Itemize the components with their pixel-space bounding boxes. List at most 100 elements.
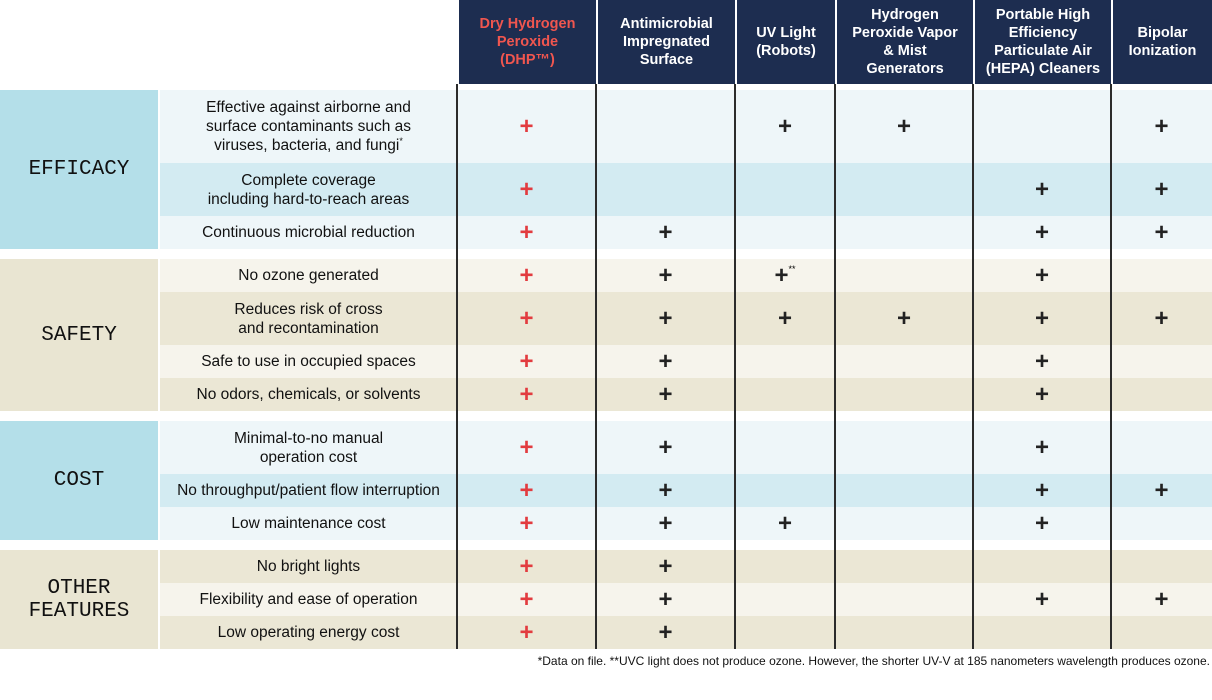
check-wrap: + (1034, 433, 1049, 461)
check-cell: + (457, 421, 596, 474)
row-background (160, 583, 1212, 616)
plus-mark: + (1034, 433, 1049, 461)
feature-label: Continuous microbial reduction (160, 216, 457, 249)
plus-mark: + (658, 433, 673, 461)
plus-mark: + (658, 218, 673, 246)
plus-mark: + (1034, 175, 1049, 203)
header-line: Bipolar (1137, 25, 1188, 41)
group-label: SAFETY (0, 259, 158, 411)
group-label-line: COST (53, 469, 105, 492)
check-wrap: + ** (774, 263, 796, 288)
footnote-marker: * (399, 136, 403, 146)
check-wrap: + (658, 478, 672, 503)
check-cell: + (596, 583, 735, 616)
feature-line: No throughput/patient flow interruption (177, 482, 440, 499)
header-line: Impregnated (622, 34, 710, 50)
header-line: Peroxide Vapor (852, 25, 958, 41)
column-divider (972, 84, 974, 649)
check-cell: + (735, 507, 835, 540)
feature-label: Flexibility and ease of operation (160, 583, 457, 616)
plus-mark: + (519, 347, 534, 375)
check-cell: + (457, 378, 596, 411)
check-cell: + (973, 216, 1111, 249)
feature-label: Effective against airborne and surface co… (160, 90, 457, 163)
check-wrap: + (1035, 263, 1049, 288)
check-cell: + (457, 90, 596, 163)
check-cell: + (596, 345, 735, 378)
check-cell: + (457, 292, 596, 345)
plus-mark: + (519, 618, 534, 646)
check-cell: + (596, 421, 735, 474)
check-cell: + (457, 550, 596, 583)
check-wrap: + (519, 306, 533, 331)
check-wrap: + (519, 552, 534, 580)
check-wrap: + (1035, 478, 1049, 503)
row-background (160, 507, 1212, 540)
check-wrap: + (777, 509, 792, 537)
plus-mark: + (519, 552, 534, 580)
plus-mark: + (519, 261, 534, 289)
check-cell: + (457, 163, 596, 216)
check-wrap: + (777, 304, 792, 332)
header-line: (Robots) (756, 43, 816, 59)
check-cell: + (1111, 292, 1212, 345)
check-cell: + (1111, 90, 1212, 163)
check-cell: + (735, 292, 835, 345)
check-cell: + ** (735, 259, 835, 292)
header-line: Particulate Air (994, 43, 1092, 59)
column-divider (595, 84, 597, 649)
check-wrap: + (519, 261, 534, 289)
feature-label: Minimal-to-no manual operation cost (160, 421, 457, 474)
check-cell: + (457, 583, 596, 616)
check-cell: + (457, 507, 596, 540)
header-line: Ionization (1128, 43, 1197, 59)
check-wrap: + (658, 554, 672, 579)
plus-mark: + (777, 509, 792, 537)
feature-line: including hard-to-reach areas (207, 190, 410, 208)
feature-line: Safe to use in occupied spaces (201, 353, 416, 370)
check-wrap: + (519, 114, 533, 139)
plus-mark: + (519, 380, 534, 408)
check-cell: + (973, 292, 1111, 345)
check-wrap: + (519, 511, 533, 536)
check-wrap: + (1035, 349, 1049, 374)
check-wrap: + (658, 511, 672, 536)
plus-mark: + (1154, 304, 1169, 332)
group-label-line: SAFETY (41, 323, 117, 347)
column-header: Dry Hydrogen Peroxide (DHP™) (459, 0, 596, 84)
plus-mark: + (1154, 476, 1169, 504)
column-header: Bipolar Ionization (1113, 0, 1212, 84)
header-line: Antimicrobial (620, 16, 713, 32)
feature-label: No odors, chemicals, or solvents (160, 378, 457, 411)
feature-line: Minimal-to-no manual (233, 429, 384, 447)
check-cell: + (973, 507, 1111, 540)
plus-mark: + (1034, 509, 1049, 537)
plus-mark: + (519, 585, 534, 613)
plus-mark: + (1154, 112, 1169, 140)
check-cell: + (457, 259, 596, 292)
check-wrap: + (1035, 382, 1049, 407)
row-background (160, 474, 1212, 507)
check-wrap: + (897, 306, 911, 331)
plus-mark: + (777, 112, 792, 140)
check-wrap: + (519, 380, 534, 408)
check-cell: + (973, 345, 1111, 378)
feature-line: surface contaminants such as (205, 118, 412, 135)
footnote: *Data on file. **UVC light does not prod… (537, 654, 1210, 668)
check-cell: + (1111, 163, 1212, 216)
check-wrap: + (1154, 587, 1168, 612)
check-wrap: + (658, 306, 672, 331)
row-background (160, 292, 1212, 345)
check-wrap: + (897, 114, 911, 139)
header-line: Efficiency (1008, 25, 1078, 41)
row-background (160, 421, 1212, 474)
check-wrap: + (658, 218, 673, 246)
feature-line: and recontamination (238, 319, 379, 337)
check-cell: + (596, 292, 735, 345)
plus-mark: + (777, 304, 792, 332)
check-wrap: + (1035, 587, 1049, 612)
footnote-marker: ** (788, 263, 796, 274)
check-cell: + (596, 616, 735, 649)
check-cell: + (1111, 216, 1212, 249)
